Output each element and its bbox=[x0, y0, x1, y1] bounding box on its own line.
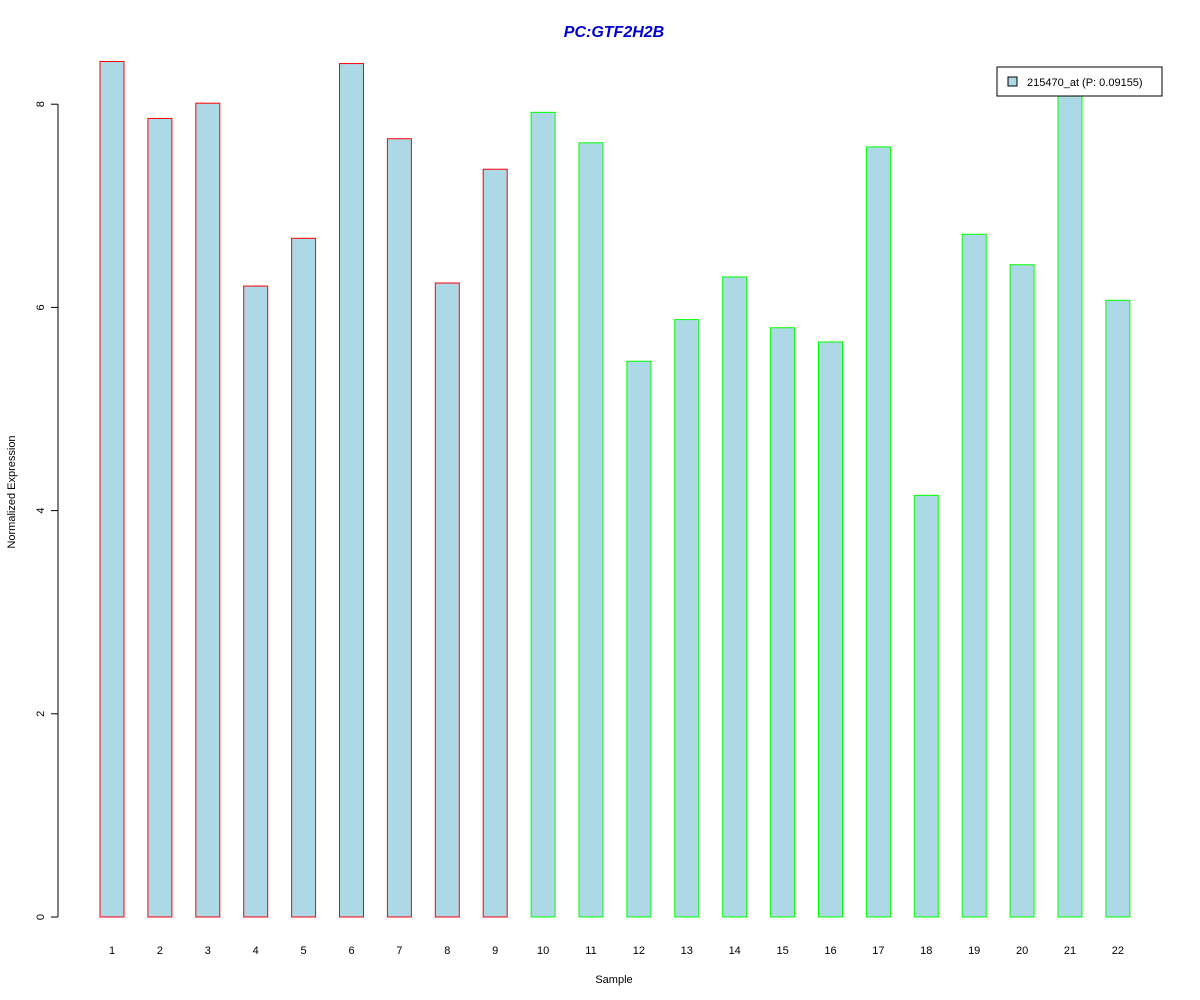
bar bbox=[913, 494, 939, 918]
bar bbox=[482, 168, 508, 918]
bar bbox=[722, 276, 748, 918]
bar bbox=[291, 237, 317, 918]
x-tick-label: 21 bbox=[1064, 945, 1076, 957]
x-tick-label: 2 bbox=[157, 945, 163, 957]
x-axis-label: Sample bbox=[595, 974, 632, 986]
x-tick-label: 6 bbox=[348, 945, 354, 957]
bar bbox=[339, 63, 364, 918]
legend: 215470_at (P: 0.09155) bbox=[996, 66, 1163, 97]
x-tick-label: 16 bbox=[824, 945, 836, 957]
bar bbox=[578, 142, 604, 918]
bar bbox=[386, 138, 412, 918]
y-tick-label: 2 bbox=[35, 711, 47, 717]
chart-title: PC:GTF2H2B bbox=[564, 24, 664, 41]
x-tick-label: 5 bbox=[301, 945, 307, 957]
x-tick-label: 3 bbox=[205, 945, 211, 957]
bar bbox=[147, 117, 173, 918]
bars bbox=[99, 61, 1131, 918]
x-tick-label: 15 bbox=[776, 945, 788, 957]
bar bbox=[674, 319, 700, 918]
x-tick-label: 10 bbox=[537, 945, 549, 957]
y-tick-label: 0 bbox=[35, 914, 47, 920]
y-axis: 0 2 4 6 8 bbox=[35, 101, 59, 920]
x-tick-label: 18 bbox=[920, 945, 932, 957]
y-tick-label: 4 bbox=[35, 508, 47, 514]
x-tick-label: 14 bbox=[729, 945, 741, 957]
x-tick-label: 4 bbox=[253, 945, 259, 957]
x-tick-label: 7 bbox=[396, 945, 402, 957]
x-tick-label: 22 bbox=[1112, 945, 1124, 957]
bar bbox=[243, 285, 269, 918]
legend-swatch bbox=[1007, 76, 1018, 87]
bar bbox=[961, 233, 987, 918]
x-axis-tick-labels: 1 2 3 4 5 6 7 8 9 10 11 12 13 14 15 16 17 18 19 20 21 22 bbox=[109, 945, 1124, 957]
y-axis-label: Normalized Expression bbox=[6, 435, 18, 548]
bar bbox=[1105, 299, 1131, 918]
bar bbox=[1009, 264, 1035, 918]
x-tick-label: 12 bbox=[633, 945, 645, 957]
bar bbox=[770, 327, 796, 918]
x-tick-label: 11 bbox=[585, 945, 596, 957]
x-tick-label: 1 bbox=[109, 945, 115, 957]
legend-box bbox=[996, 66, 1163, 97]
legend-entry-label: 215470_at (P: 0.09155) bbox=[1027, 77, 1143, 89]
y-tick-label: 8 bbox=[35, 101, 47, 107]
x-tick-label: 20 bbox=[1016, 945, 1028, 957]
bar bbox=[99, 61, 125, 918]
bar bbox=[865, 146, 891, 918]
x-tick-label: 9 bbox=[492, 945, 498, 957]
bar bbox=[195, 102, 221, 918]
bar bbox=[1057, 95, 1083, 918]
bar bbox=[434, 282, 460, 918]
bar bbox=[626, 360, 652, 918]
bar bbox=[530, 111, 556, 918]
x-tick-label: 13 bbox=[681, 945, 693, 957]
x-tick-label: 8 bbox=[444, 945, 450, 957]
x-tick-label: 17 bbox=[872, 945, 884, 957]
x-tick-label: 19 bbox=[968, 945, 980, 957]
y-tick-label: 6 bbox=[35, 304, 47, 310]
bar bbox=[818, 341, 843, 918]
